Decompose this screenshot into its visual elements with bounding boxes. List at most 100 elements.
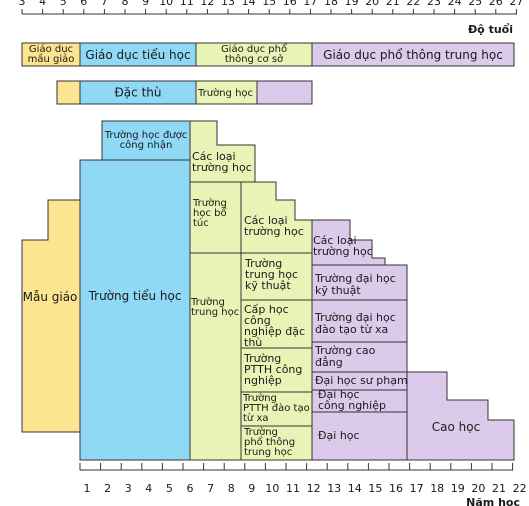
label: Giáo dục tiểu học	[85, 48, 190, 62]
label-line: Giáo dục tiểu học	[85, 48, 190, 62]
labels: Giáo dục mầu giáo Giáo dục tiểu học Giáo dụ…	[23, 42, 503, 458]
label-line: Trường cao	[314, 344, 376, 357]
age-tick-label: 26	[489, 0, 503, 8]
age-tick-label: 24	[448, 0, 462, 8]
age-tick-label: 22	[406, 0, 420, 8]
label-line: Trường	[243, 352, 281, 365]
label-line: Cao học	[432, 420, 480, 434]
stages	[21, 42, 515, 105]
cell	[240, 391, 313, 427]
label-line: mầu giáo	[28, 53, 75, 65]
age-tick-label: 25	[468, 0, 482, 8]
label-line: kỹ thuật	[245, 279, 291, 292]
track-label: Đặc thù	[115, 86, 162, 100]
label-line: Trường	[192, 197, 227, 209]
age-tick-label: 15	[262, 0, 276, 8]
label: Đại học sư phạm	[315, 374, 408, 387]
label-line: đào tạo từ xa	[315, 323, 388, 336]
label-line: trung học	[191, 307, 239, 318]
age-tick-label: 12	[200, 0, 214, 8]
label-line: nghiệp	[244, 374, 282, 387]
stage-box	[311, 42, 515, 67]
label: Đại học công nghiệp	[318, 388, 386, 412]
label: Trường PTTH công nghiệp	[243, 352, 302, 387]
age-tick-label: 9	[142, 0, 149, 8]
age-tick-label: 3	[19, 0, 26, 8]
cell	[79, 159, 191, 461]
label-line: từ xa	[243, 412, 268, 424]
year-tick-label: 4	[145, 482, 152, 495]
age-tick-label: 17	[303, 0, 317, 8]
label-line: trung học	[245, 268, 298, 281]
cell	[101, 120, 191, 161]
cell	[189, 252, 242, 461]
year-tick-label: 21	[492, 482, 506, 495]
year-tick-label: 17	[410, 482, 424, 495]
label-line: thù	[244, 336, 262, 349]
year-axis-label: Năm học	[466, 496, 520, 506]
label: Trường trung học	[190, 296, 239, 318]
label-line: túc	[193, 217, 209, 229]
label: Trường phổ thông trung học	[243, 426, 295, 458]
cell	[311, 299, 408, 343]
label-line: đẳng	[315, 356, 343, 369]
year-tick-label: 11	[286, 482, 300, 495]
label-line: kỹ thuật	[315, 284, 361, 297]
label: Các loại trường học	[313, 234, 373, 258]
label: Giáo dục phổ thông trung học	[323, 48, 503, 62]
age-tick-label: 20	[365, 0, 379, 8]
label-line: Trường	[190, 296, 225, 308]
label-line: Trường đại học	[314, 311, 396, 324]
label-line: công nhận	[120, 139, 173, 151]
label-line: Trường đại học	[314, 272, 396, 285]
label-line: Giáo dục	[29, 43, 73, 55]
year-tick-label: 1	[84, 482, 91, 495]
age-tick-label: 19	[345, 0, 359, 8]
cells	[21, 120, 515, 461]
label: Giáo dục phổ thông cơ sở	[221, 42, 287, 65]
age-tick-label: 18	[324, 0, 338, 8]
year-tick-label: 13	[327, 482, 341, 495]
label-line: Các loại	[244, 214, 288, 227]
label: Trường cao đẳng	[314, 344, 376, 369]
age-tick-label: 27	[509, 0, 523, 8]
year-tick-label: 18	[430, 482, 444, 495]
age-tick-label: 13	[221, 0, 235, 8]
label-line: Trường học được	[104, 129, 188, 141]
label-line: trung học	[244, 447, 292, 458]
label-line: Các loại	[313, 234, 357, 247]
label-line: Trường tiểu học	[88, 289, 182, 303]
label-line: phổ thông	[244, 435, 295, 448]
cell	[240, 425, 313, 461]
age-tick-label: 23	[427, 0, 441, 8]
label-line: Đại học	[318, 429, 360, 442]
track-label: Trường học	[197, 87, 253, 99]
year-tick-label: 2	[104, 482, 111, 495]
label-line: Trường	[242, 392, 277, 404]
year-tick-label: 14	[348, 482, 362, 495]
age-tick-label: 8	[122, 0, 129, 8]
label-line: PTTH đào tạo	[243, 402, 310, 414]
age-tick-label: 11	[180, 0, 194, 8]
label: Trường học bổ túc	[192, 197, 227, 229]
label: Cao học	[432, 420, 480, 434]
label: Trường đại học đào tạo từ xa	[314, 311, 396, 336]
age-tick-label: 14	[242, 0, 256, 8]
age-tick-label: 5	[60, 0, 67, 8]
year-tick-label: 20	[471, 482, 485, 495]
year-tick-label: 10	[265, 482, 279, 495]
label: Các loại trường học	[192, 150, 252, 174]
label-line: học bổ	[193, 206, 227, 219]
label-line: công	[244, 314, 271, 327]
label-line: Mẫu giáo	[23, 290, 78, 304]
age-tick-label: 21	[386, 0, 400, 8]
cell	[311, 411, 408, 461]
label-line: trường học	[313, 245, 373, 258]
label-line: Cấp học	[244, 303, 289, 316]
cell	[21, 199, 81, 433]
track-box	[256, 80, 313, 105]
label-line: nghiệp đặc	[244, 325, 305, 338]
label: Trường PTTH đào tạo từ xa	[242, 392, 310, 424]
label: Mẫu giáo	[23, 290, 78, 304]
age-tick-label: 6	[80, 0, 87, 8]
